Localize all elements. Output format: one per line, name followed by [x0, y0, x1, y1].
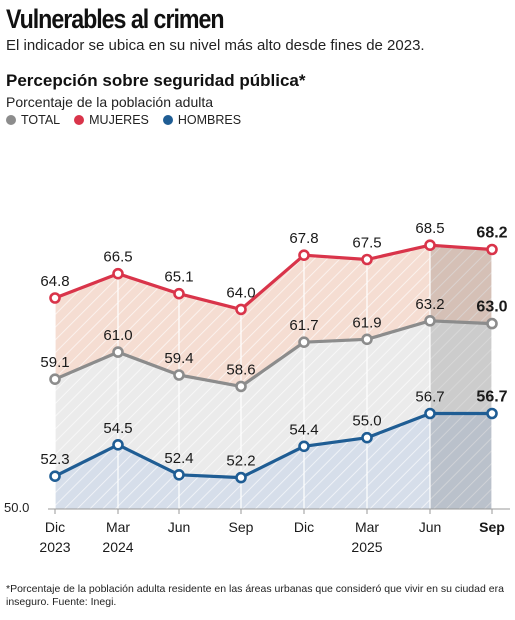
point-mujeres-1: [112, 267, 124, 280]
x-tick-label-month-2: Jun: [168, 519, 191, 535]
chart-subtitle: Porcentaje de la población adulta: [6, 94, 214, 110]
x-tick-label-year-0: 2023: [39, 539, 70, 555]
x-tick-label-month-1: Mar: [106, 519, 130, 535]
point-hombres-1: [112, 438, 124, 451]
y-baseline-label: 50.0: [4, 500, 29, 515]
x-tick-label-month-6: Jun: [419, 519, 442, 535]
headline: Vulnerables al crimen: [6, 4, 225, 34]
area-hatch: [55, 245, 492, 509]
chart-title: Percepción sobre seguridad pública*: [6, 71, 306, 90]
point-hombres-5: [361, 431, 373, 444]
x-tick-label-year-5: 2025: [351, 539, 382, 555]
label-mujeres-2: 65.1: [164, 269, 193, 286]
point-mujeres-3: [235, 303, 247, 316]
label-total-2: 59.4: [164, 350, 193, 367]
point-total-7: [486, 317, 498, 330]
chart-legend: TOTAL MUJERES HOMBRES: [6, 113, 241, 127]
point-total-4: [298, 336, 310, 349]
label-total-5: 61.9: [352, 314, 381, 331]
legend-marker-mujeres: [74, 115, 85, 125]
label-mujeres-5: 67.5: [352, 235, 381, 252]
legend-marker-total: [6, 115, 16, 125]
data-labels: 59.1 61.0 59.4 58.6 61.7 61.9 63.2 63.0 64.8 66.5…: [40, 220, 507, 469]
label-hombres-6: 56.7: [415, 389, 444, 406]
point-hombres-0: [49, 470, 61, 483]
label-total-6: 63.2: [415, 296, 444, 313]
point-total-6: [424, 314, 436, 327]
point-total-2: [173, 369, 185, 381]
legend-label-hombres: HOMBRES: [177, 113, 242, 127]
label-hombres-4: 54.4: [289, 421, 318, 438]
data-points: [49, 239, 498, 484]
label-total-1: 61.0: [103, 327, 132, 344]
point-total-0: [49, 373, 61, 386]
x-tick-label-month-0: Dic: [45, 519, 65, 535]
x-tick-label-year-1: 2024: [102, 539, 133, 555]
point-hombres-4: [298, 440, 310, 453]
point-hombres-6: [424, 407, 436, 420]
label-total-0: 59.1: [40, 354, 69, 371]
x-tick-label-month-3: Sep: [229, 519, 254, 535]
point-hombres-2: [173, 468, 185, 481]
x-tick-label-month-5: Mar: [355, 519, 379, 535]
series-lines: [54, 243, 493, 480]
subheadline: El indicador se ubica en su nivel más al…: [6, 37, 425, 54]
label-total-3: 58.6: [226, 361, 255, 378]
point-total-5: [361, 333, 373, 346]
label-total-4: 61.7: [289, 317, 318, 334]
highlight-band: [430, 245, 492, 509]
point-total-3: [235, 380, 247, 393]
point-total-1: [112, 346, 124, 358]
legend-item-total: TOTAL: [6, 113, 60, 127]
point-mujeres-4: [298, 249, 310, 261]
label-hombres-5: 55.0: [352, 413, 381, 430]
label-mujeres-3: 64.0: [226, 284, 255, 301]
line-total: [54, 319, 493, 388]
label-hombres-0: 52.3: [40, 451, 69, 468]
x-tick-label-month-7: Sep: [479, 519, 505, 535]
point-mujeres-2: [173, 287, 185, 300]
x-axis: Dic 2023 Mar 2024 Jun Sep Dic Mar 2025 Jun Sep: [39, 508, 510, 555]
point-mujeres-6: [424, 239, 436, 251]
highlight-latest-period: [430, 245, 492, 509]
legend-marker-hombres: [162, 115, 173, 125]
label-total-7: 63.0: [476, 299, 507, 316]
footnote: *Porcentaje de la población adulta resid…: [6, 583, 504, 608]
x-tick-label-month-4: Dic: [294, 519, 314, 535]
point-mujeres-5: [361, 253, 373, 266]
hatch-overlay: [55, 245, 492, 509]
point-mujeres-0: [49, 292, 61, 304]
label-mujeres-7: 68.2: [476, 225, 507, 242]
label-hombres-7: 56.7: [476, 389, 507, 406]
legend-item-mujeres: MUJERES: [74, 113, 149, 127]
label-mujeres-0: 64.8: [40, 273, 69, 290]
line-mujeres: [54, 243, 493, 311]
label-mujeres-1: 66.5: [103, 249, 132, 266]
label-hombres-1: 54.5: [103, 420, 132, 437]
legend-label-total: TOTAL: [21, 113, 61, 127]
line-hombres: [54, 411, 492, 480]
label-mujeres-6: 68.5: [415, 220, 444, 237]
label-hombres-3: 52.2: [226, 453, 255, 470]
legend-label-mujeres: MUJERES: [89, 113, 149, 127]
label-mujeres-4: 67.8: [289, 230, 318, 247]
label-hombres-2: 52.4: [164, 450, 193, 467]
point-mujeres-7: [486, 243, 498, 256]
point-hombres-3: [235, 471, 247, 484]
point-hombres-7: [486, 407, 498, 420]
legend-item-hombres: HOMBRES: [162, 113, 242, 127]
